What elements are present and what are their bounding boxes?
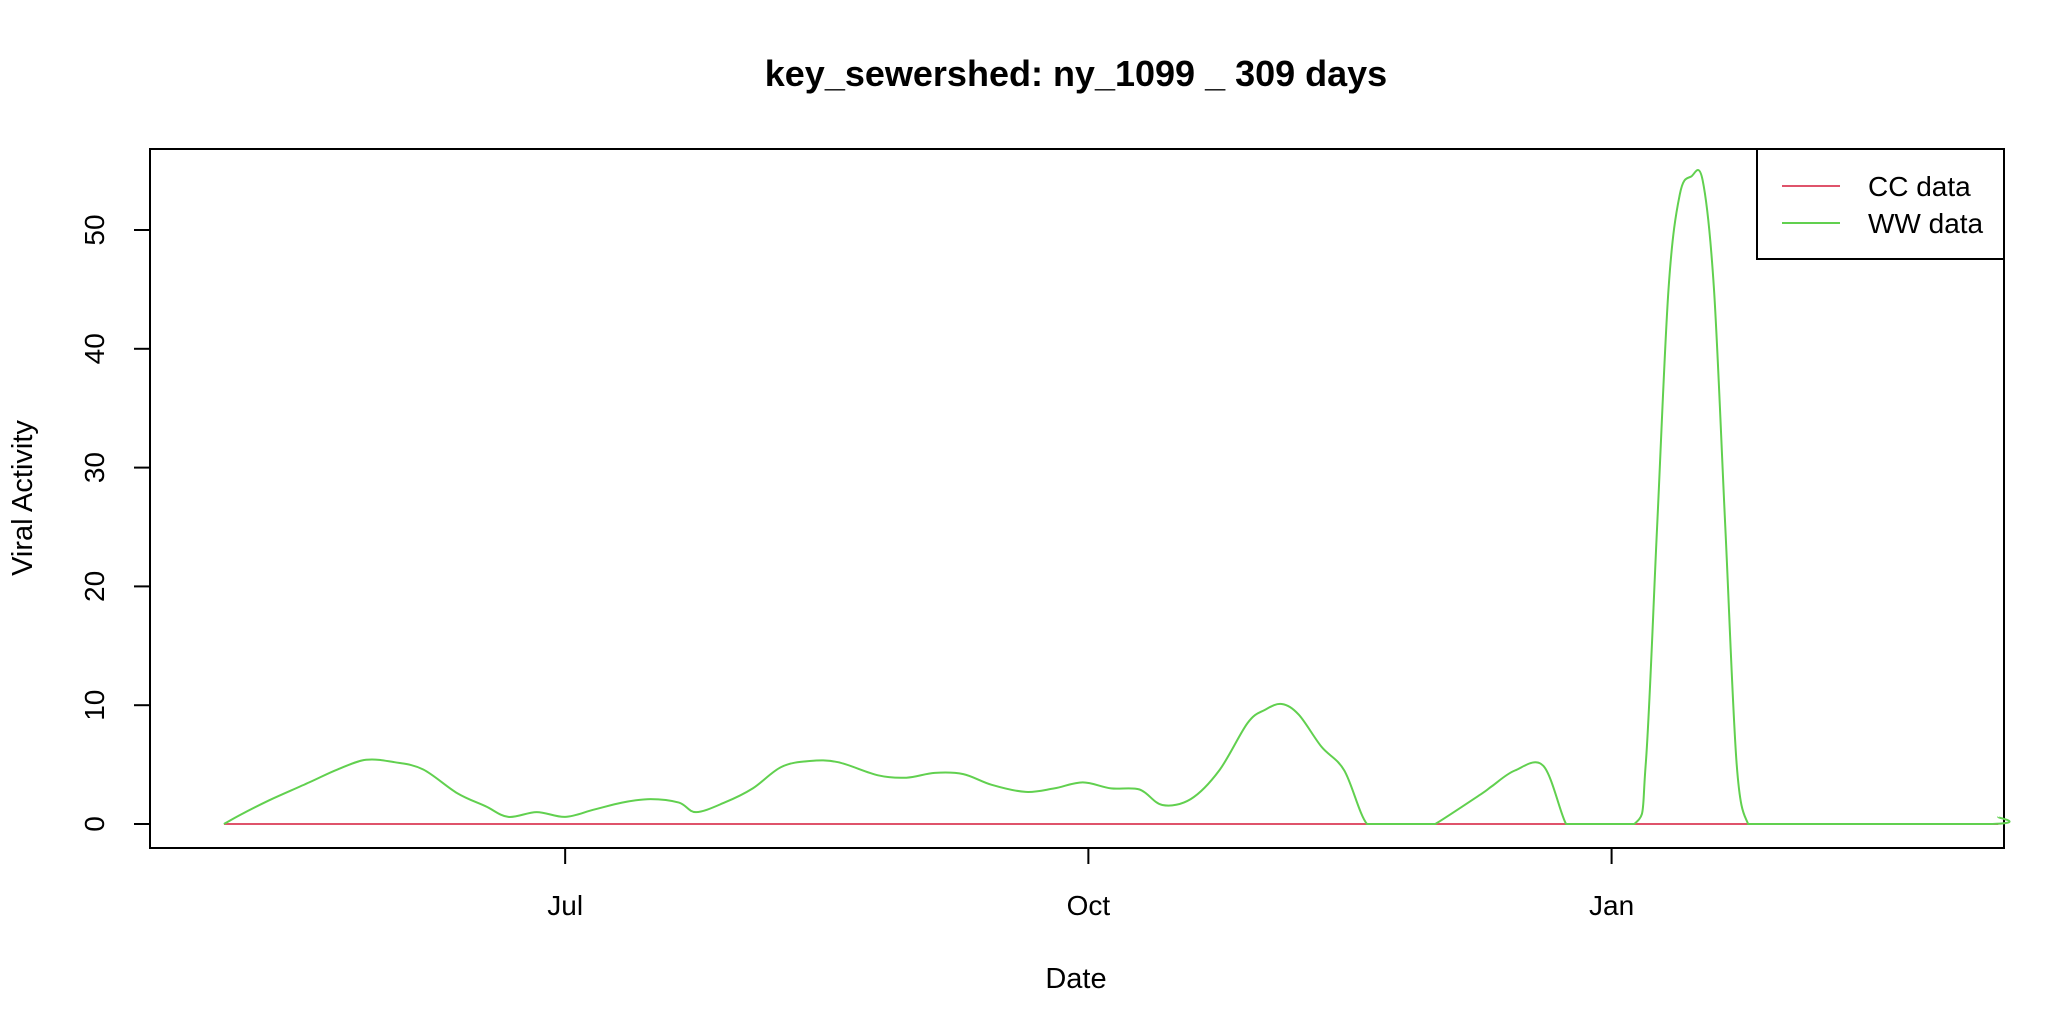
y-tick-label: 50 bbox=[79, 214, 110, 245]
legend-box bbox=[1756, 148, 2005, 260]
y-axis: 0 10 20 30 40 50 bbox=[79, 214, 151, 832]
y-tick-label: 20 bbox=[79, 571, 110, 602]
series-layer bbox=[223, 169, 2011, 826]
legend-label-cc-data: CC data bbox=[1868, 171, 1971, 202]
x-tick-label: Jan bbox=[1589, 890, 1634, 921]
plot-frame bbox=[149, 148, 2005, 849]
legend: CC data WW data bbox=[1756, 148, 2005, 260]
y-tick-label: 10 bbox=[79, 690, 110, 721]
x-axis: Jul Oct Jan bbox=[547, 847, 1634, 921]
legend-label-ww-data: WW data bbox=[1868, 208, 1984, 239]
y-tick-label: 30 bbox=[79, 452, 110, 483]
series-line-ww-data bbox=[223, 169, 2011, 826]
x-tick-label: Jul bbox=[547, 890, 583, 921]
y-axis-label: Viral Activity bbox=[7, 420, 39, 576]
x-tick-label: Oct bbox=[1067, 890, 1111, 921]
y-tick-label: 40 bbox=[79, 333, 110, 364]
chart-title: key_sewershed: ny_1099 _ 309 days bbox=[765, 53, 1387, 94]
x-axis-label: Date bbox=[1045, 963, 1106, 995]
y-tick-label: 0 bbox=[79, 816, 110, 832]
